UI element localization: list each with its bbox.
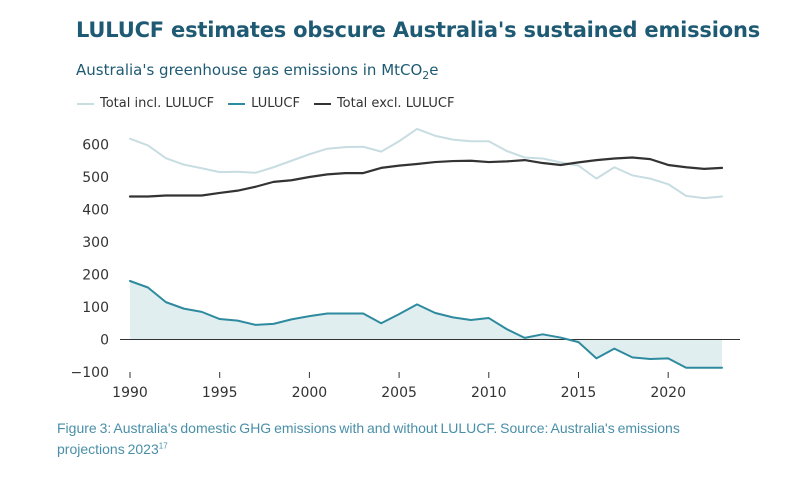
y-tick-label: 0 [100, 333, 109, 349]
x-tick-label: 2015 [561, 385, 597, 401]
lulucf-area-fill [130, 281, 722, 368]
caption-text: Figure 3: Australia's domestic GHG emiss… [57, 420, 680, 457]
chart-legend: Total incl. LULUCF LULUCF Total excl. LU… [77, 96, 454, 111]
legend-item-lulucf: LULUCF [228, 96, 300, 111]
y-tick-label: 300 [82, 235, 109, 251]
y-tick-label: −100 [71, 365, 109, 381]
chart-title: LULUCF estimates obscure Australia's sus… [76, 18, 760, 42]
y-tick-label: 500 [82, 170, 109, 186]
figure-caption: Figure 3: Australia's domestic GHG emiss… [57, 418, 747, 460]
subtitle-main: Australia's greenhouse gas emissions in … [76, 61, 423, 79]
y-tick-label: 400 [82, 203, 109, 219]
y-tick-label: 200 [82, 268, 109, 284]
legend-label-total-incl: Total incl. LULUCF [100, 96, 215, 111]
x-tick-label: 2000 [292, 385, 328, 401]
subtitle-tail: e [429, 61, 439, 79]
legend-item-total-excl: Total excl. LULUCF [313, 96, 455, 111]
y-tick-label: 600 [82, 138, 109, 154]
legend-swatch-total-excl [313, 102, 331, 105]
caption-footnote: 17 [158, 441, 168, 451]
legend-label-lulucf: LULUCF [251, 96, 300, 111]
legend-item-total-incl: Total incl. LULUCF [77, 96, 214, 111]
series-line-lulucf [129, 280, 723, 369]
legend-swatch-total-incl [77, 102, 94, 105]
legend-label-total-excl: Total excl. LULUCF [336, 96, 455, 111]
subtitle-subscript: 2 [422, 69, 430, 82]
x-tick-label: 2005 [381, 385, 417, 401]
x-tick-label: 1995 [202, 385, 238, 401]
chart-subtitle: Australia's greenhouse gas emissions in … [76, 61, 439, 82]
series-line-total-incl-lulucf [129, 127, 723, 200]
x-tick-label: 2010 [471, 385, 507, 401]
x-tick-label: 2020 [650, 385, 686, 401]
x-tick-label: 1990 [112, 385, 148, 401]
y-tick-label: 100 [82, 300, 109, 316]
legend-swatch-lulucf [228, 102, 246, 105]
series-line-total-excl-lulucf [128, 156, 724, 198]
